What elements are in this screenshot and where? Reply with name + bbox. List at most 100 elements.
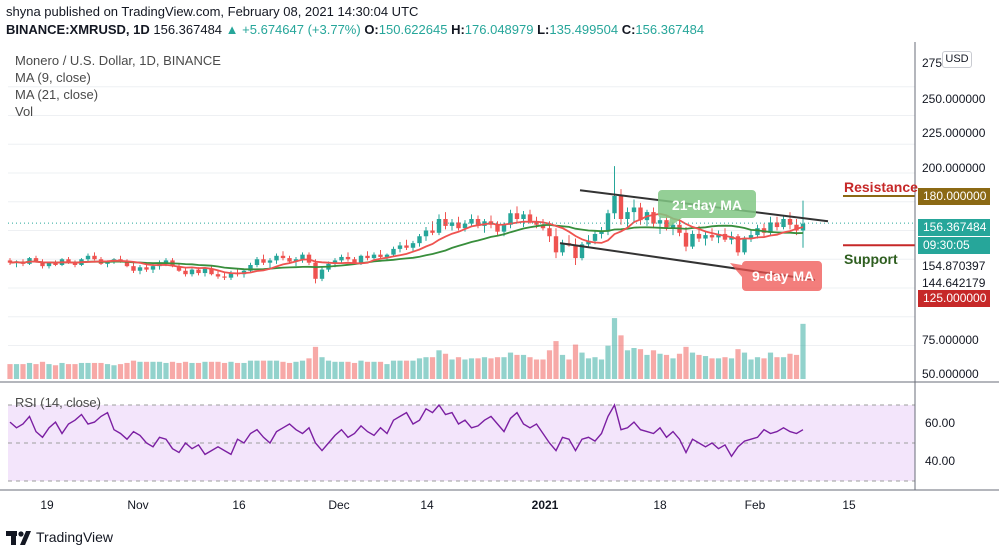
- price-change: ▲ +5.674647 (+3.77%): [225, 22, 361, 37]
- volume-bar: [540, 359, 546, 379]
- legend-ma9: MA (9, close): [15, 70, 91, 85]
- candle-body: [92, 255, 97, 260]
- candle-body: [599, 231, 604, 234]
- candle-body: [137, 267, 143, 271]
- rsi-tick-60: 60.00: [925, 416, 956, 430]
- candle-body: [547, 228, 552, 237]
- volume-bar: [306, 358, 312, 379]
- resistance-label: Resistance: [844, 179, 918, 195]
- rsi-background: [8, 404, 915, 482]
- tradingview-brand: TradingView: [36, 529, 114, 545]
- rsi-path: [9, 403, 804, 458]
- volume-bar: [462, 359, 468, 379]
- volume-bar: [748, 359, 754, 379]
- volume-bar: [676, 353, 683, 379]
- volume-bar: [215, 361, 221, 379]
- volume-bar: [156, 361, 163, 379]
- candle-body: [657, 220, 663, 224]
- volume-bar: [104, 364, 111, 379]
- candle-body: [417, 236, 422, 244]
- volume-bar: [273, 360, 280, 379]
- volume-bar: [397, 360, 403, 379]
- volume-bar: [702, 356, 709, 379]
- volume-bar: [52, 365, 59, 379]
- volume-bar: [20, 364, 26, 379]
- candle-body: [508, 213, 513, 225]
- volume-bar: [553, 341, 559, 379]
- volume-bar: [299, 360, 306, 379]
- candle-body: [560, 243, 565, 253]
- volume-bar: [189, 362, 195, 379]
- volume-bar: [260, 360, 267, 379]
- candle-body: [40, 261, 45, 267]
- volume-bar: [267, 360, 273, 379]
- volume-bar: [254, 360, 260, 379]
- price-tick-250: 250.000000: [922, 92, 986, 106]
- candle-body: [72, 262, 78, 265]
- time-tick-label: 16: [232, 498, 246, 512]
- candle-body: [267, 260, 273, 263]
- candle-body: [150, 266, 156, 270]
- candle-body: [605, 213, 611, 232]
- low-label: L:: [537, 22, 550, 37]
- chart-header: shyna published on TradingView.com, Febr…: [0, 0, 999, 42]
- volume-bar: [514, 354, 520, 379]
- volume-bar: [59, 362, 65, 379]
- countdown-tag: 09:30:05: [918, 237, 990, 254]
- volume-bar: [78, 362, 85, 379]
- candle-body: [443, 219, 448, 226]
- volume-bar: [774, 357, 780, 379]
- candle-body: [774, 222, 780, 228]
- candle-body: [7, 260, 13, 263]
- support-label: Support: [844, 251, 898, 267]
- candle-body: [371, 254, 377, 259]
- volume-bar: [312, 346, 319, 379]
- candle-body: [196, 269, 201, 274]
- candle-body: [768, 222, 773, 233]
- ma9-callout-bubble: [730, 261, 822, 291]
- volume-bar: [241, 362, 247, 379]
- volume-bar: [592, 357, 598, 379]
- volume-bar: [371, 361, 377, 379]
- candle-body: [631, 207, 637, 213]
- time-tick-label: Feb: [745, 498, 766, 512]
- volume-bar: [767, 352, 774, 379]
- candle-body: [189, 269, 195, 275]
- candle-body: [46, 262, 52, 267]
- rsi-tick-40: 40.00: [925, 454, 956, 468]
- candle-body: [131, 266, 136, 271]
- last-price: 156.367484: [153, 22, 223, 37]
- open-label: O:: [364, 22, 379, 37]
- open-value: 150.622645: [378, 22, 448, 37]
- volume-bar: [780, 357, 787, 379]
- candle-body: [313, 262, 318, 279]
- time-tick-label: Dec: [328, 498, 349, 512]
- candle-body: [397, 245, 403, 249]
- volume-bar: [117, 364, 124, 379]
- volume-bar: [527, 357, 533, 379]
- candle-body: [469, 219, 474, 224]
- volume-bar: [436, 350, 442, 379]
- candle-body: [670, 224, 676, 229]
- volume-bar: [663, 354, 670, 379]
- volume-bar: [455, 357, 462, 379]
- candle-body: [105, 261, 110, 264]
- close-label: C:: [621, 22, 636, 37]
- candle-body: [144, 267, 149, 270]
- close-value: 156.367484: [635, 22, 705, 37]
- volume-bar: [728, 358, 735, 379]
- volume-bar: [39, 361, 46, 379]
- currency-button[interactable]: USD: [942, 51, 972, 68]
- volume-bar: [579, 352, 585, 379]
- candle-body: [352, 259, 357, 263]
- chart-canvas[interactable]: 21-day MA9-day MA 19 Nov 16 Dec 14 2021 18 Feb 1…: [0, 42, 999, 521]
- support-price-tag: 125.000000: [918, 290, 990, 307]
- candle-body: [592, 233, 598, 241]
- candle-body: [748, 235, 754, 239]
- volume-bar: [624, 350, 631, 379]
- candle-body: [215, 274, 221, 277]
- volume-bar: [410, 360, 416, 379]
- candle-body: [521, 214, 526, 219]
- candle-body: [716, 233, 721, 238]
- volume-bar: [364, 361, 371, 379]
